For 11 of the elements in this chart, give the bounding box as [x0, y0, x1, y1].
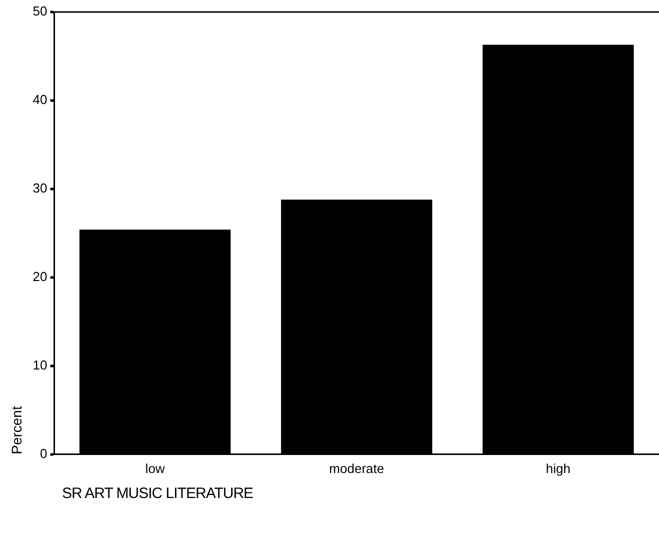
- x-axis-title: SR ART MUSIC LITERATURE: [62, 485, 254, 502]
- y-tick-label: 40: [32, 92, 48, 108]
- y-tick-label: 20: [32, 269, 48, 284]
- x-tick-label: low: [145, 460, 166, 476]
- y-tick-label: 0: [40, 446, 48, 461]
- y-axis-title: Percent: [8, 406, 24, 454]
- y-tick-label: 10: [32, 358, 48, 372]
- x-tick-label: high: [546, 460, 570, 476]
- y-tick-label: 50: [32, 4, 48, 19]
- y-tick-label: 30: [32, 180, 48, 196]
- x-tick-label: moderate: [329, 460, 384, 476]
